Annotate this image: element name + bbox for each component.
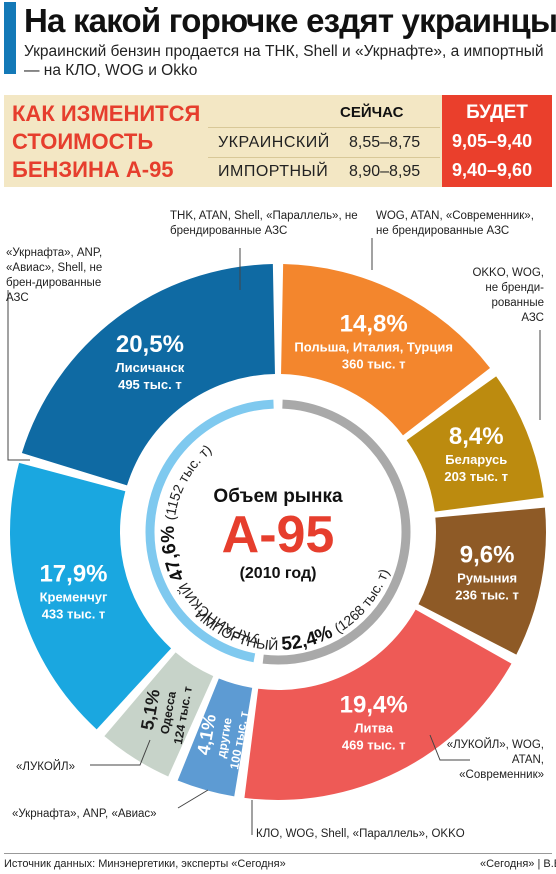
price-table-divider xyxy=(208,157,440,158)
annotation-leader-line xyxy=(7,290,30,461)
slice-amount-label: 236 тыс. т xyxy=(455,588,519,603)
price-table-future-column xyxy=(442,95,552,187)
price-table-header-now: СЕЙЧАС xyxy=(340,104,404,121)
slice-amount-label: 203 тыс. т xyxy=(444,469,508,484)
slice-name-label: Литва xyxy=(354,720,393,735)
price-row-now: 8,55–8,75 xyxy=(349,134,421,151)
donut-slice xyxy=(281,264,491,436)
slice-percent-label: 20,5% xyxy=(116,331,184,358)
slice-percent-label: 14,8% xyxy=(340,311,408,338)
slice-label-group: 9,6% Румыния 236 тыс. т xyxy=(455,542,519,603)
chart-annotation: THK, ATAN, Shell, «Параллель», не бренди… xyxy=(170,210,358,237)
chart-center-sub: (2010 год) xyxy=(240,565,317,582)
slice-amount-label: 360 тыс. т xyxy=(342,357,406,372)
slice-label-group: 20,5% Лисичанск 495 тыс. т xyxy=(116,331,185,392)
slice-label-group: 19,4% Литва 469 тыс. т xyxy=(340,691,408,752)
price-row-will: 9,40–9,60 xyxy=(452,160,533,180)
price-table-title: КАК ИЗМЕНИТСЯ СТОИМОСТЬ БЕНЗИНА А-95 xyxy=(12,100,200,184)
slice-label-group: 8,4% Беларусь 203 тыс. т xyxy=(444,423,508,484)
price-table-header-will: БУДЕТ xyxy=(466,102,528,123)
page-title: На какой горючке ездят украинцы xyxy=(24,2,556,39)
slice-label-group: 14,8% Польша, Италия, Турция 360 тыс. т xyxy=(294,311,453,372)
footer-divider xyxy=(4,853,552,854)
slice-amount-label: 495 тыс. т xyxy=(118,377,182,392)
donut-slice xyxy=(177,678,253,797)
slice-percent-label: 17,9% xyxy=(39,561,107,588)
annotation-leader-line xyxy=(177,789,209,809)
slice-name-label: Беларусь xyxy=(445,452,507,467)
slice-percent-label: 9,6% xyxy=(460,542,515,569)
chart-center-main: А-95 xyxy=(222,506,335,564)
chart-annotation: КЛО, WOG, Shell, «Параллель», OKKO xyxy=(256,828,465,840)
slice-amount-label: 433 тыс. т xyxy=(42,607,106,622)
slice-percent-label: 8,4% xyxy=(449,423,504,450)
slice-name-label: другие xyxy=(214,716,235,759)
slice-percent-label: 19,4% xyxy=(340,691,408,718)
chart-title: Объем рынка xyxy=(213,486,343,507)
slice-label-group: 17,9% Кременчуг 433 тыс. т xyxy=(39,561,108,622)
donut-inner-disc xyxy=(122,376,434,688)
donut-slice xyxy=(418,507,546,655)
slice-name-label: Кременчуг xyxy=(40,590,108,605)
slice-name-label: Лисичанск xyxy=(116,360,185,375)
chart-annotation: «Укрнафта», ANP, «Авиас» xyxy=(12,808,157,820)
price-table-title-line: СТОИМОСТЬ xyxy=(12,129,154,154)
source-note: Источник данных: Минэнергетики, эксперты… xyxy=(4,858,286,870)
ukrainian-group-ring xyxy=(145,399,274,663)
chart-annotation: «ЛУКОЙЛ» xyxy=(16,761,75,773)
credit-note: «Сегодня» | В.Б. xyxy=(480,858,556,870)
price-row-label: ИМПОРТНЫЙ xyxy=(218,163,329,180)
chart-annotation: WOG, ATAN, «Современник», не брендирован… xyxy=(376,210,534,237)
title-accent-bar xyxy=(4,2,16,74)
donut-slice xyxy=(244,609,512,801)
price-row-label: УКРАИНСКИЙ xyxy=(218,134,330,151)
annotation-leader-line xyxy=(90,739,151,766)
price-table-title-line: КАК ИЗМЕНИТСЯ xyxy=(12,101,201,126)
price-table-divider xyxy=(208,127,440,128)
page-subtitle: Украинский бензин продается на ТНК, Shel… xyxy=(24,43,544,79)
price-row-will: 9,05–9,40 xyxy=(452,131,533,151)
annotation-leader-line xyxy=(429,734,470,761)
slice-name-label: Польша, Италия, Турция xyxy=(294,340,453,355)
chart-annotation: «ЛУКОЙЛ», WOG, ATAN, «Современник» xyxy=(446,739,544,781)
donut-slice xyxy=(406,376,544,512)
donut-slice xyxy=(9,462,172,730)
slice-amount-label: 469 тыс. т xyxy=(342,737,406,752)
price-row-now: 8,90–8,95 xyxy=(349,163,421,180)
import-group-ring xyxy=(262,399,411,665)
slice-name-label: Румыния xyxy=(457,571,517,586)
chart-annotation: OKKO, WOG, не бренди-рованные АЗС xyxy=(472,267,544,324)
donut-slice xyxy=(21,264,275,486)
price-table-title-line: БЕНЗИНА А-95 xyxy=(12,157,174,182)
chart-annotation: «Укрнафта», ANP, «Авиас», Shell, не брен… xyxy=(6,247,103,304)
donut-slice xyxy=(104,652,214,777)
